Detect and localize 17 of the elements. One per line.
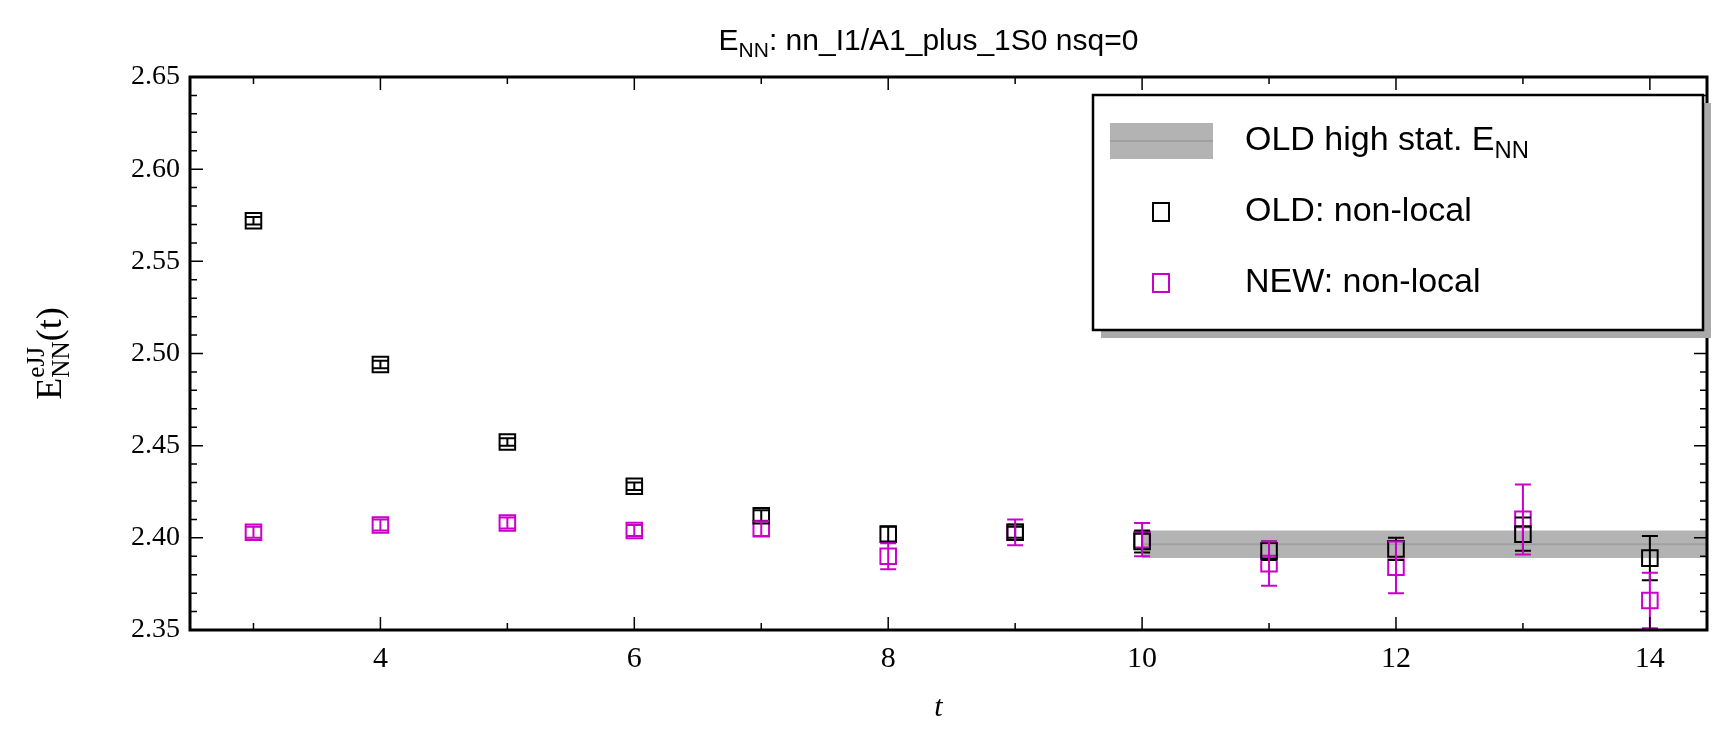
y-tick-label: 2.45 [131,428,180,460]
x-tick-label: 6 [626,639,642,673]
x-tick-label: 14 [1634,639,1665,673]
y-tick-label: 2.35 [131,612,180,644]
y-tick-label: 2.50 [131,335,180,367]
legend-label: OLD: non-local [1245,190,1472,229]
x-axis-title: t [934,688,944,722]
y-tick-label: 2.40 [131,520,180,552]
y-tick-label: 2.55 [131,243,180,275]
x-tick-label: 10 [1127,639,1158,673]
x-tick-label: 12 [1380,639,1411,673]
x-tick-label: 8 [880,639,896,673]
y-tick-label: 2.60 [131,151,180,183]
y-tick-label: 2.65 [131,59,180,91]
x-tick-label: 4 [372,639,388,673]
y-axis-title: ENNeJJ(t) [22,307,75,400]
legend-label: NEW: non-local [1245,261,1481,300]
